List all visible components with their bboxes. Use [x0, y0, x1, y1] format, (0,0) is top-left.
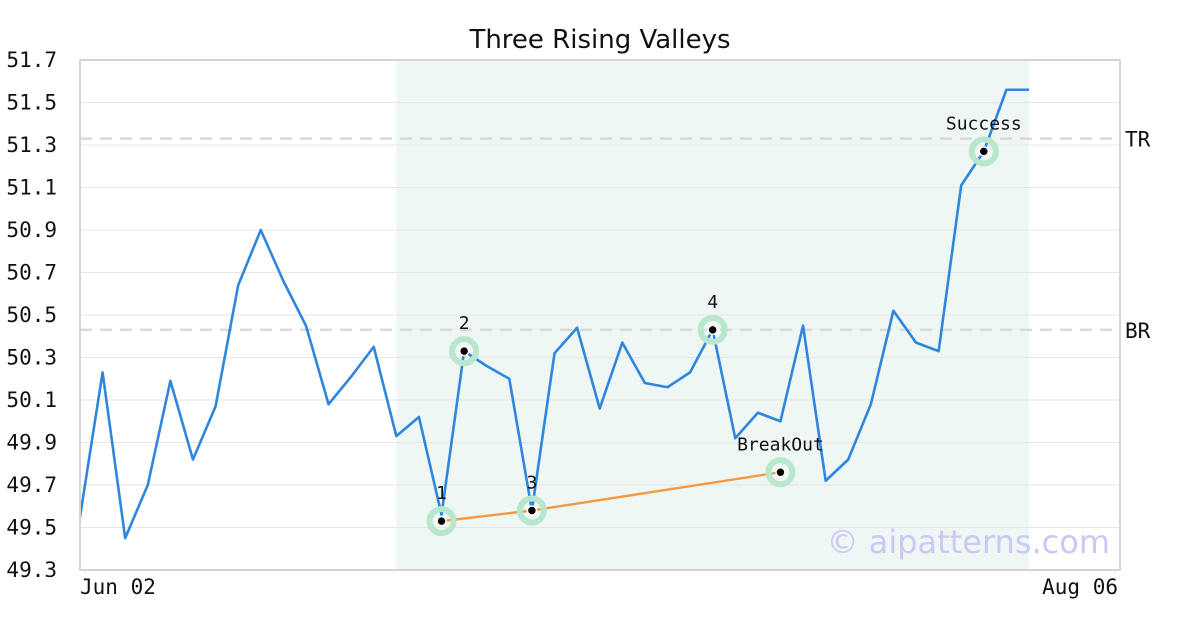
marker-halo: [697, 314, 728, 345]
y-tick-label: 51.3: [6, 133, 57, 157]
watermark: © aipatterns.com: [827, 523, 1110, 561]
marker-point: [775, 467, 786, 478]
marker-halo: [968, 136, 999, 167]
marker-label: 3: [526, 473, 537, 494]
x-tick-label: Aug 06: [1042, 575, 1118, 599]
plot-frame: [79, 59, 1121, 571]
series-layer: [78, 88, 1029, 540]
marker-halo: [426, 506, 457, 537]
y-tick-label: 51.7: [6, 48, 57, 72]
x-tick-label: Jun 02: [80, 575, 156, 599]
marker-label: 1: [436, 483, 447, 504]
reference-lines-layer: TR BR: [80, 128, 1151, 343]
chart-title: Three Rising Valleys: [468, 25, 730, 55]
reference-line-label: BR: [1125, 319, 1151, 343]
y-tick-label: 50.9: [6, 218, 57, 242]
y-tick-label: 49.7: [6, 473, 57, 497]
marker-label: 4: [707, 292, 718, 313]
y-tick-label: 51.1: [6, 176, 57, 200]
marker-label: 2: [459, 313, 470, 334]
marker-point: [707, 324, 718, 336]
axes-layer: 49.3 49.5 49.7 49.9 50.1 50.3 50.5 50.7 50.9 51.1…: [6, 48, 1121, 599]
markers-layer: 1 2 3 4 BreakOut Success: [426, 113, 1022, 537]
marker-point: [458, 345, 470, 357]
marker-halo: [449, 336, 480, 367]
marker-label: BreakOut: [737, 434, 824, 455]
marker-halo: [516, 495, 547, 526]
marker-label: Success: [946, 113, 1022, 134]
y-tick-label: 51.5: [6, 91, 57, 115]
price-series-line: [78, 88, 1029, 540]
reference-line-label: TR: [1125, 128, 1151, 152]
y-tick-label: 49.3: [6, 558, 57, 582]
grid-layer: [80, 59, 1120, 571]
y-tick-label: 49.5: [6, 516, 57, 540]
y-tick-label: 50.5: [6, 303, 57, 327]
marker-halo: [765, 457, 796, 488]
y-tick-label: 49.9: [6, 431, 57, 455]
marker-point: [978, 146, 990, 157]
marker-point: [436, 515, 447, 527]
y-tick-label: 50.7: [6, 261, 57, 285]
y-tick-label: 50.1: [6, 388, 57, 412]
y-tick-label: 50.3: [6, 346, 57, 370]
marker-point: [526, 505, 538, 516]
